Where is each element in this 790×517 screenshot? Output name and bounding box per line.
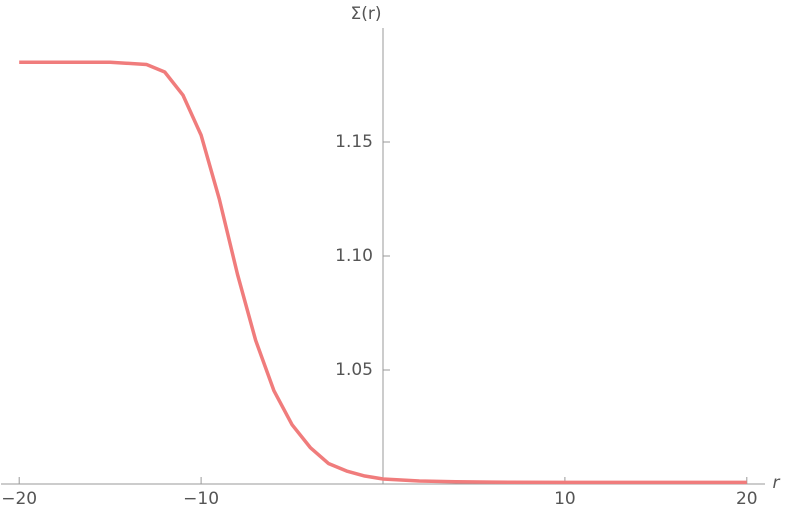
x-tick-label: −10 <box>183 489 219 509</box>
x-axis-label: r <box>773 473 781 493</box>
x-tick-label: 20 <box>736 489 758 509</box>
y-axis-label: Σ(r) <box>351 4 382 24</box>
x-tick-label: 10 <box>554 489 576 509</box>
y-tick-label: 1.15 <box>335 132 373 152</box>
y-tick-label: 1.10 <box>335 246 373 266</box>
x-tick-label: −20 <box>1 489 37 509</box>
line <box>19 60 747 485</box>
y-tick-label: 1.05 <box>335 360 373 380</box>
